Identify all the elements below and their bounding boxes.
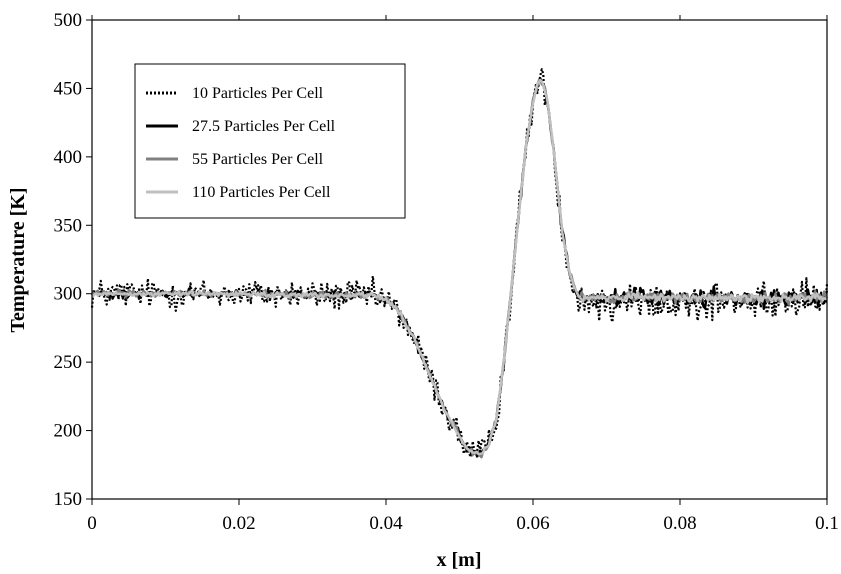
x-tick-label: 0.04 xyxy=(369,513,403,534)
y-tick-label: 250 xyxy=(54,352,83,373)
x-tick-label: 0.06 xyxy=(516,513,549,534)
legend-box xyxy=(134,63,406,219)
legend-label: 27.5 Particles Per Cell xyxy=(192,118,336,135)
y-tick-label: 450 xyxy=(54,78,83,99)
plot-lines xyxy=(90,68,829,459)
legend-label: 10 Particles Per Cell xyxy=(192,85,324,102)
x-tick-label: 0.1 xyxy=(815,513,839,534)
y-axis: 150 200 250 300 350 400 450 500 xyxy=(54,10,92,510)
y-tick-label: 150 xyxy=(54,489,83,510)
y-axis-title: Temperature [K] xyxy=(7,188,29,333)
y-tick-label: 350 xyxy=(54,215,83,236)
legend-label: 110 Particles Per Cell xyxy=(192,184,331,201)
x-tick-label: 0 xyxy=(87,513,97,534)
series-line xyxy=(91,78,828,456)
y-tick-label: 400 xyxy=(54,147,83,168)
y-tick-label: 300 xyxy=(54,284,83,305)
y-tick-label: 200 xyxy=(54,421,83,442)
plot-area-frame xyxy=(91,19,828,500)
x-axis: 0 0.02 0.04 0.06 0.08 0.1 xyxy=(87,15,839,534)
legend-label: 55 Particles Per Cell xyxy=(192,151,324,168)
legend: 10 Particles Per Cell 27.5 Particles Per … xyxy=(134,63,406,219)
x-tick-label: 0.02 xyxy=(222,513,255,534)
x-axis-title: x [m] xyxy=(437,549,482,571)
y-tick-label: 500 xyxy=(54,10,83,31)
x-tick-label: 0.08 xyxy=(663,513,696,534)
